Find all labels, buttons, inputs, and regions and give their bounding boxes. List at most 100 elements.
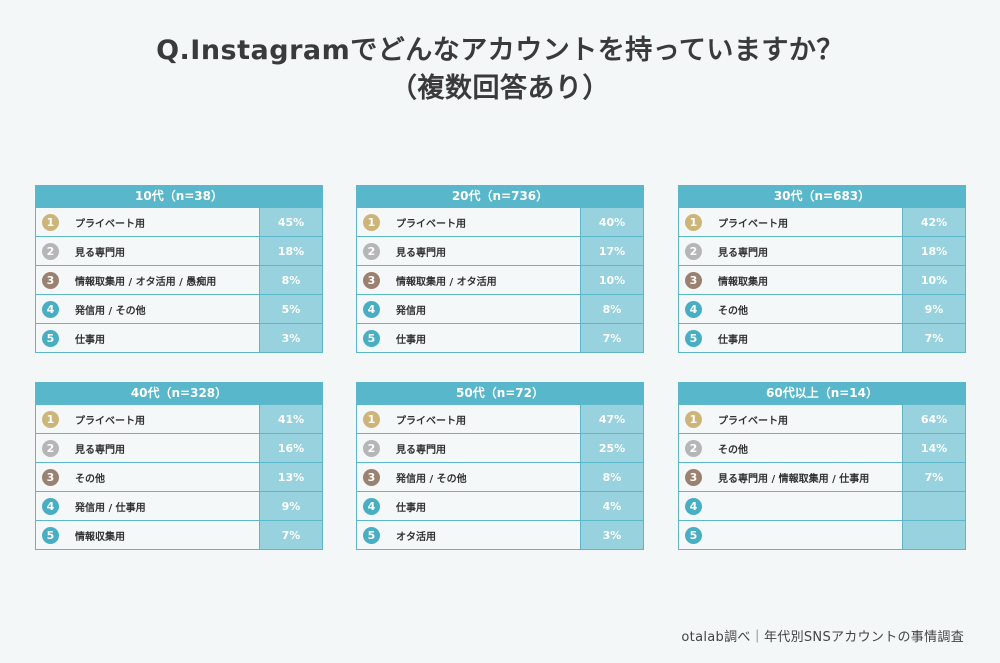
table-row: 2 見る専門用 18% <box>36 236 322 265</box>
label-cell: 3 情報取集用 / オタ活用 / 愚痴用 <box>36 266 260 294</box>
rank-badge: 2 <box>42 439 59 457</box>
percentage-cell: 7% <box>903 324 965 352</box>
label-cell: 4 発信用 / その他 <box>36 295 260 323</box>
account-type-label: プライベート用 <box>75 415 145 427</box>
rank-badge: 3 <box>685 271 702 289</box>
account-type-label: 情報取集用 / オタ活用 <box>396 276 497 288</box>
rank-badge: 1 <box>685 410 702 428</box>
rank-badge: 5 <box>363 526 380 544</box>
percentage-cell: 16% <box>260 434 322 462</box>
label-cell: 3 発信用 / その他 <box>357 463 581 491</box>
percentage-cell: 10% <box>903 266 965 294</box>
label-cell: 4 その他 <box>679 295 903 323</box>
rank-badge: 3 <box>42 468 59 486</box>
table-row: 4 その他 9% <box>679 294 965 323</box>
rank-badge: 4 <box>42 300 59 318</box>
label-cell: 1 プライベート用 <box>357 208 581 236</box>
account-type-label: プライベート用 <box>396 218 466 230</box>
source-footer: otalab調べ｜年代別SNSアカウントの事情調査 <box>681 630 964 645</box>
label-cell: 4 発信用 <box>357 295 581 323</box>
percentage-cell: 47% <box>581 405 643 433</box>
panel-header: 10代（n=38） <box>36 186 322 207</box>
rank-badge: 3 <box>363 468 380 486</box>
label-cell: 1 プライベート用 <box>36 405 260 433</box>
percentage-cell: 17% <box>581 237 643 265</box>
percentage-cell: 45% <box>260 208 322 236</box>
percentage-cell: 5% <box>260 295 322 323</box>
rank-badge: 4 <box>363 497 380 515</box>
table-row: 5 オタ活用 3% <box>357 520 643 549</box>
table-row: 1 プライベート用 45% <box>36 207 322 236</box>
rank-badge: 1 <box>363 410 380 428</box>
account-type-label: プライベート用 <box>75 218 145 230</box>
percentage-cell: 7% <box>581 324 643 352</box>
percentage-cell: 3% <box>260 324 322 352</box>
percentage-cell: 18% <box>260 237 322 265</box>
label-cell: 2 見る専門用 <box>679 237 903 265</box>
age-panel-6: 60代以上（n=14） 1 プライベート用 64% 2 その他 14% 3 見る専門用 / 情報… <box>678 382 966 550</box>
age-panel-4: 40代（n=328） 1 プライベート用 41% 2 見る専門用 16% 3 その他 13% 4 発信… <box>35 382 323 550</box>
rank-badge: 5 <box>42 526 59 544</box>
percentage-cell: 40% <box>581 208 643 236</box>
label-cell: 1 プライベート用 <box>679 405 903 433</box>
label-cell: 2 見る専門用 <box>36 237 260 265</box>
table-row: 4 <box>679 491 965 520</box>
account-type-label: 発信用 / その他 <box>396 473 467 485</box>
title-line-2: （複数回答あり） <box>390 73 610 104</box>
rank-badge: 2 <box>685 439 702 457</box>
table-row: 4 発信用 8% <box>357 294 643 323</box>
account-type-label: プライベート用 <box>718 415 788 427</box>
rank-badge: 1 <box>42 410 59 428</box>
rank-badge: 4 <box>42 497 59 515</box>
account-type-label: オタ活用 <box>396 531 436 543</box>
panel-header: 60代以上（n=14） <box>679 383 965 404</box>
rank-badge: 5 <box>685 526 702 544</box>
account-type-label: 見る専門用 <box>396 247 446 259</box>
label-cell: 2 見る専門用 <box>357 237 581 265</box>
account-type-label: 仕事用 <box>396 334 426 346</box>
table-row: 2 その他 14% <box>679 433 965 462</box>
panel-header: 20代（n=736） <box>357 186 643 207</box>
account-type-label: 見る専門用 <box>718 247 768 259</box>
table-row: 2 見る専門用 17% <box>357 236 643 265</box>
label-cell: 4 <box>679 492 903 520</box>
table-row: 3 情報取集用 10% <box>679 265 965 294</box>
account-type-label: 情報収集用 <box>75 531 125 543</box>
page-title: Q.Instagramでどんなアカウントを持っていますか？ （複数回答あり） <box>0 32 1000 108</box>
account-type-label: 見る専門用 <box>75 247 125 259</box>
rank-badge: 2 <box>42 242 59 260</box>
percentage-cell: 18% <box>903 237 965 265</box>
table-row: 5 <box>679 520 965 549</box>
percentage-cell: 8% <box>581 463 643 491</box>
age-panel-2: 20代（n=736） 1 プライベート用 40% 2 見る専門用 17% 3 情報取集用 / オ… <box>356 185 644 353</box>
account-type-label: 発信用 <box>396 305 426 317</box>
age-panel-5: 50代（n=72） 1 プライベート用 47% 2 見る専門用 25% 3 発信用 / その他 8… <box>356 382 644 550</box>
percentage-cell: 3% <box>581 521 643 549</box>
table-row: 2 見る専門用 16% <box>36 433 322 462</box>
panel-header: 50代（n=72） <box>357 383 643 404</box>
rank-badge: 4 <box>685 497 702 515</box>
account-type-label: 見る専門用 <box>75 444 125 456</box>
account-type-label: その他 <box>75 473 105 485</box>
label-cell: 5 情報収集用 <box>36 521 260 549</box>
label-cell: 5 仕事用 <box>357 324 581 352</box>
label-cell: 4 仕事用 <box>357 492 581 520</box>
label-cell: 5 <box>679 521 903 549</box>
percentage-cell: 14% <box>903 434 965 462</box>
rank-badge: 2 <box>363 439 380 457</box>
label-cell: 2 見る専門用 <box>36 434 260 462</box>
account-type-label: 見る専門用 <box>396 444 446 456</box>
rank-badge: 1 <box>363 213 380 231</box>
percentage-cell: 9% <box>903 295 965 323</box>
label-cell: 1 プライベート用 <box>679 208 903 236</box>
label-cell: 4 発信用 / 仕事用 <box>36 492 260 520</box>
percentage-cell: 13% <box>260 463 322 491</box>
label-cell: 5 仕事用 <box>36 324 260 352</box>
rank-badge: 3 <box>42 271 59 289</box>
percentage-cell: 10% <box>581 266 643 294</box>
table-row: 1 プライベート用 41% <box>36 404 322 433</box>
label-cell: 3 情報取集用 / オタ活用 <box>357 266 581 294</box>
percentage-cell: 8% <box>581 295 643 323</box>
panel-header: 40代（n=328） <box>36 383 322 404</box>
percentage-cell: 9% <box>260 492 322 520</box>
